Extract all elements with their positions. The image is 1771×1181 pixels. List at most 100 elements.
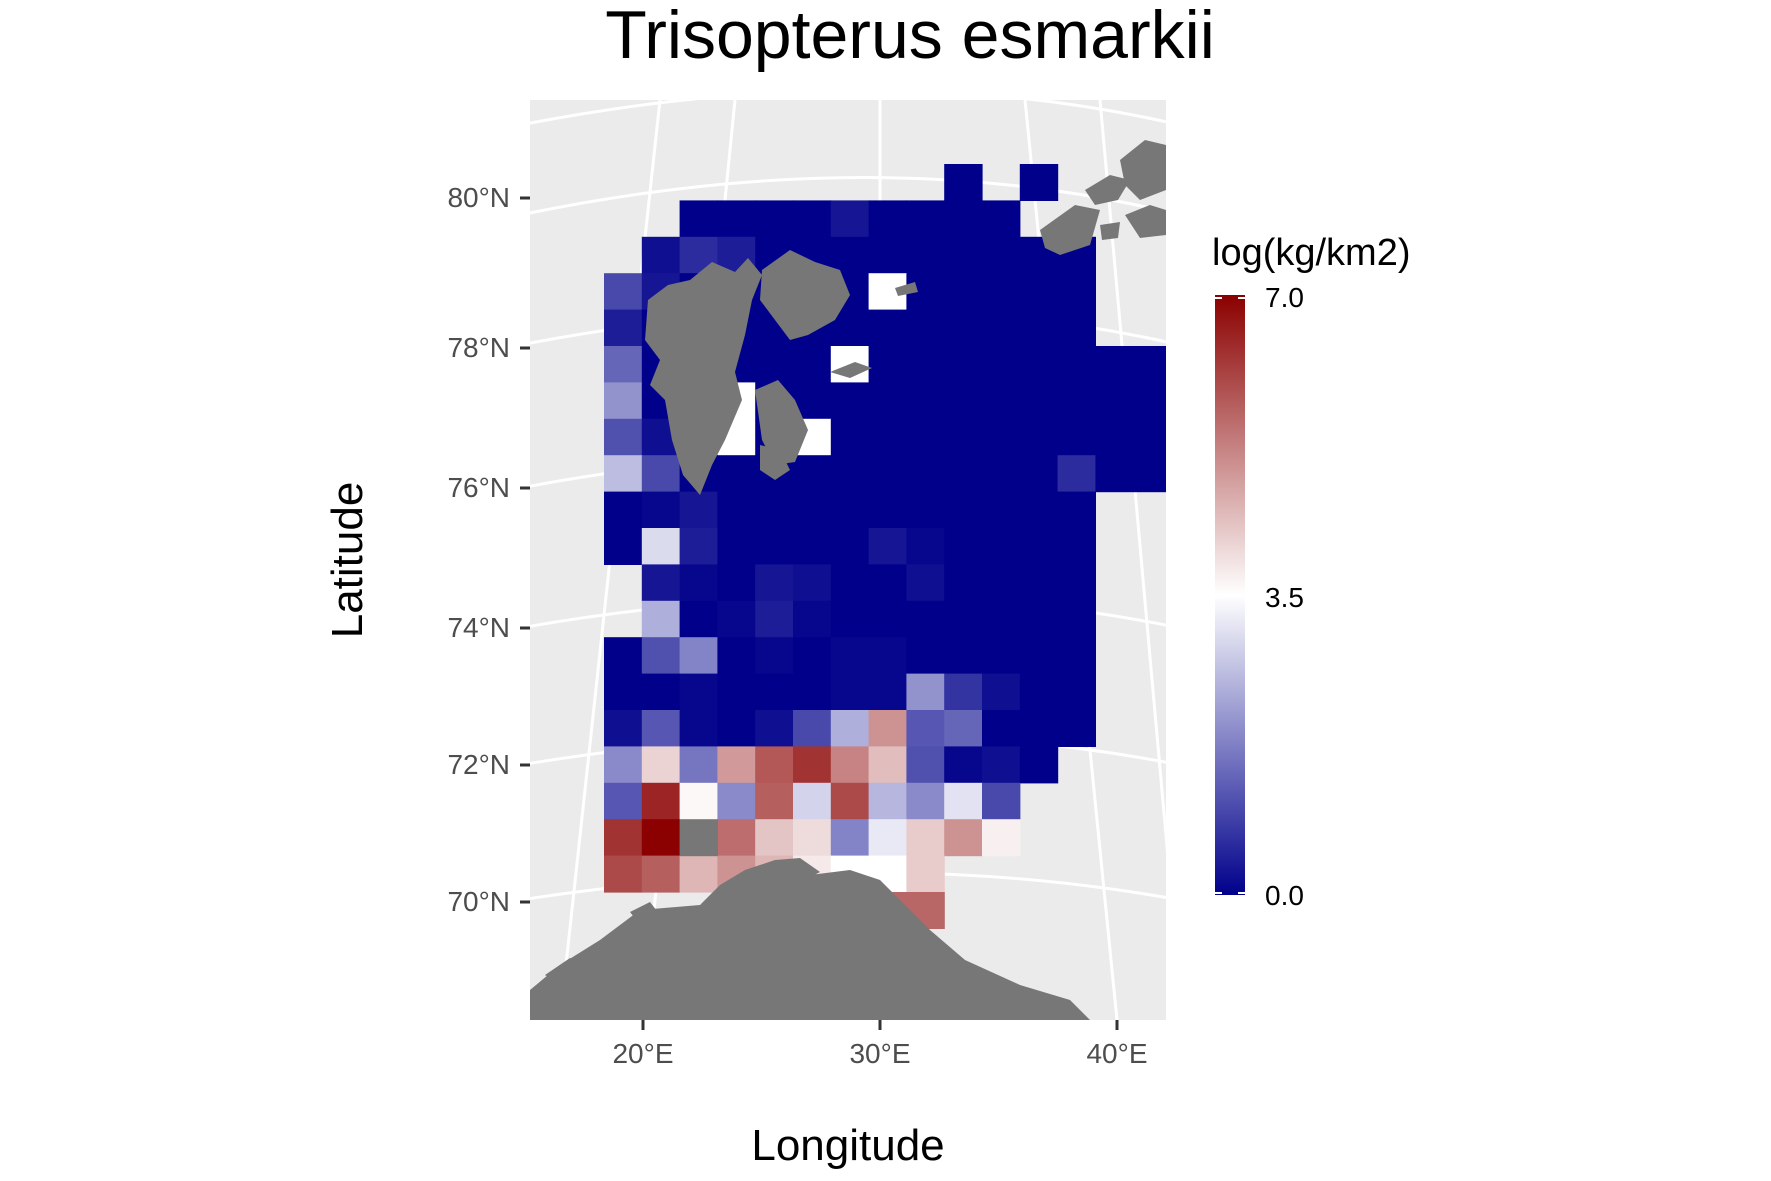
heatmap-cell	[944, 418, 983, 456]
norway-island	[630, 902, 660, 925]
franz-josef-land	[1085, 175, 1130, 205]
heatmap-cell	[982, 273, 1021, 311]
heatmap-cell	[1019, 528, 1059, 565]
heatmap-cell	[868, 782, 907, 820]
heatmap-cell	[830, 710, 870, 747]
heatmap-cell	[1019, 746, 1059, 784]
heatmap-cell	[679, 782, 718, 820]
norway-coast	[530, 870, 1090, 1020]
heatmap-cell	[641, 819, 681, 857]
heatmap-cell	[717, 600, 756, 638]
heatmap-cell	[755, 673, 794, 711]
heatmap-cell	[1057, 418, 1096, 456]
legend-title: log(kg/km2)	[1212, 232, 1411, 274]
heatmap-cell	[906, 710, 945, 747]
heatmap-cell	[604, 710, 643, 747]
heatmap-cell	[793, 491, 832, 529]
heatmap-cell	[944, 819, 983, 857]
x-tick-label: 20°E	[612, 1038, 673, 1069]
norway-island	[545, 958, 585, 985]
heatmap-cell	[1019, 346, 1059, 383]
heatmap-cell	[1057, 273, 1096, 311]
heatmap-cell	[906, 418, 945, 456]
heatmap-cell	[906, 309, 945, 347]
legend-label: 0.0	[1265, 880, 1304, 911]
heatmap-cell	[868, 564, 907, 602]
heatmap-cell	[944, 309, 983, 347]
heatmap-cell	[1019, 164, 1059, 201]
x-tick-label: 30°E	[849, 1038, 910, 1069]
heatmap-cell	[906, 673, 945, 711]
heatmap-cell	[830, 528, 870, 565]
svalbard-barentsoya	[755, 380, 808, 465]
heatmap-cell	[906, 782, 945, 820]
heatmap-cell	[830, 819, 870, 857]
heatmap-cell	[793, 819, 832, 857]
heatmap-cell	[830, 455, 870, 493]
map-title: Trisopterus esmarkii	[605, 0, 1215, 73]
svalbard-spitsbergen	[645, 258, 762, 495]
heatmap-cell	[1133, 418, 1166, 456]
heatmap-cell	[982, 710, 1021, 747]
heatmap-cell	[679, 855, 718, 893]
heatmap-cell	[868, 819, 907, 857]
heatmap-cell	[906, 200, 945, 238]
heatmap-cell	[717, 528, 756, 565]
heatmap-cell	[868, 455, 907, 493]
heatmap-cell	[793, 746, 832, 784]
color-legend: log(kg/km2) 7.0 3.5 0.0	[1212, 232, 1411, 911]
heatmap-cell	[944, 273, 983, 311]
heatmap-cell	[830, 236, 870, 274]
heatmap-cell	[793, 528, 832, 565]
heatmap-cell	[982, 528, 1021, 565]
heatmap-cell	[755, 346, 794, 383]
heatmap-cell	[868, 600, 907, 638]
heatmap-cell	[944, 382, 983, 420]
heatmap-cell	[1019, 455, 1059, 493]
heatmap-cell	[604, 746, 643, 784]
heatmap-cell	[679, 746, 718, 784]
heatmap-cell	[717, 455, 756, 493]
heatmap-cell	[982, 418, 1021, 456]
heatmap-cell	[717, 491, 756, 529]
heatmap-cell	[1057, 455, 1096, 493]
heatmap-cell	[1171, 346, 1209, 383]
heatmap-cell	[717, 819, 756, 857]
heatmap-cell	[793, 710, 832, 747]
heatmap-cell	[1133, 382, 1166, 420]
heatmap-cell	[1019, 382, 1059, 420]
heatmap-cell	[641, 746, 681, 784]
heatmap-cell	[1019, 418, 1059, 456]
heatmap-cell	[944, 455, 983, 493]
legend-label: 3.5	[1265, 582, 1304, 613]
franz-josef-land	[1100, 222, 1120, 240]
heatmap-cell	[944, 346, 983, 383]
heatmap-cell	[1019, 710, 1059, 747]
heatmap-cell	[1057, 710, 1096, 747]
heatmap-cell	[604, 273, 643, 311]
land-masses	[530, 140, 1166, 1020]
heatmap-cell	[944, 164, 983, 201]
heatmap-cell	[755, 528, 794, 565]
y-tick-label: 76°N	[447, 472, 510, 503]
heatmap-cell	[641, 528, 681, 565]
heatmap-cell	[906, 600, 945, 638]
heatmap-cell	[982, 600, 1021, 638]
y-tick-label: 74°N	[447, 612, 510, 643]
heatmap-cell	[906, 491, 945, 529]
heatmap-cell	[1057, 637, 1096, 675]
heatmap-cell	[830, 491, 870, 529]
heatmap-cell	[868, 637, 907, 675]
heatmap-cell	[679, 564, 718, 602]
heatmap-cell	[1019, 309, 1059, 347]
heatmap-cell	[906, 855, 945, 893]
graticule-lat-line	[530, 100, 1166, 125]
svalbard-northeast-land	[760, 250, 850, 340]
heatmap-cell	[1019, 637, 1059, 675]
heatmap-cell	[1057, 309, 1096, 347]
heatmap-cell	[868, 200, 907, 238]
heatmap-cell	[641, 236, 681, 274]
heatmap-cell	[604, 309, 643, 347]
heatmap-cell	[1019, 273, 1059, 311]
heatmap-cell	[1057, 600, 1096, 638]
